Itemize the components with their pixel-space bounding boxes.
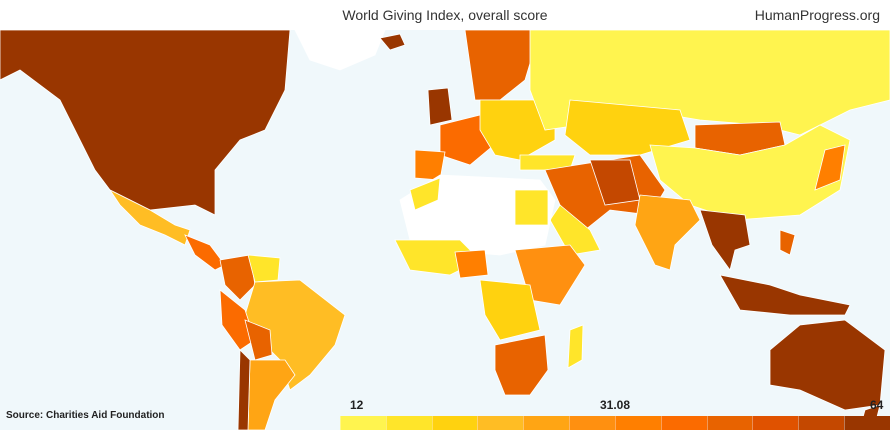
country-mexico[interactable] xyxy=(108,188,191,246)
legend-swatch xyxy=(569,416,615,430)
legend-swatch xyxy=(660,416,707,430)
country-iceland[interactable] xyxy=(379,33,406,51)
country-southern-africa[interactable] xyxy=(494,334,549,396)
brand-link[interactable]: HumanProgress.org xyxy=(754,7,880,23)
header: World Giving Index, overall score HumanP… xyxy=(0,0,890,30)
map-title: World Giving Index, overall score xyxy=(342,7,548,23)
country-central-africa[interactable] xyxy=(479,279,541,341)
world-map[interactable] xyxy=(0,29,890,431)
country-peru[interactable] xyxy=(219,289,256,351)
country-bolivia[interactable] xyxy=(244,319,273,361)
legend-swatch xyxy=(431,416,478,430)
country-nigeria[interactable] xyxy=(454,249,489,279)
legend-swatch xyxy=(614,416,661,430)
country-morocco[interactable] xyxy=(409,177,441,211)
map-canvas[interactable] xyxy=(0,29,890,431)
legend-swatch xyxy=(706,416,753,430)
country-greenland[interactable] xyxy=(294,29,386,71)
country-chile[interactable] xyxy=(237,349,251,431)
country-se-asia[interactable] xyxy=(699,209,751,271)
legend-swatch xyxy=(477,416,524,430)
legend-swatch xyxy=(798,416,845,430)
legend-swatches xyxy=(340,416,890,430)
legend-swatch xyxy=(385,416,432,430)
country-indonesia[interactable] xyxy=(719,274,851,316)
country-philippines[interactable] xyxy=(779,229,796,256)
country-arabia[interactable] xyxy=(549,204,601,256)
country-colombia[interactable] xyxy=(219,254,256,301)
legend-mid-label: 31.08 xyxy=(600,398,631,412)
country-india[interactable] xyxy=(634,194,701,271)
source-note: Source: Charities Aid Foundation xyxy=(6,410,165,421)
color-legend: 12 31.08 64 xyxy=(340,396,890,430)
legend-swatch xyxy=(340,416,386,430)
legend-swatch xyxy=(523,416,570,430)
country-japan[interactable] xyxy=(814,144,846,191)
country-scandinavia[interactable] xyxy=(464,29,541,101)
country-madagascar[interactable] xyxy=(567,324,584,369)
legend-min-label: 12 xyxy=(350,398,364,412)
legend-swatch xyxy=(844,416,890,430)
country-argentina[interactable] xyxy=(247,359,296,431)
country-venezuela[interactable] xyxy=(247,254,281,283)
legend-max-label: 64 xyxy=(870,398,884,412)
legend-swatch xyxy=(752,416,799,430)
country-uk[interactable] xyxy=(427,87,453,126)
country-egypt[interactable] xyxy=(514,189,549,226)
country-central-america[interactable] xyxy=(184,234,226,271)
country-north-america[interactable] xyxy=(0,29,291,216)
